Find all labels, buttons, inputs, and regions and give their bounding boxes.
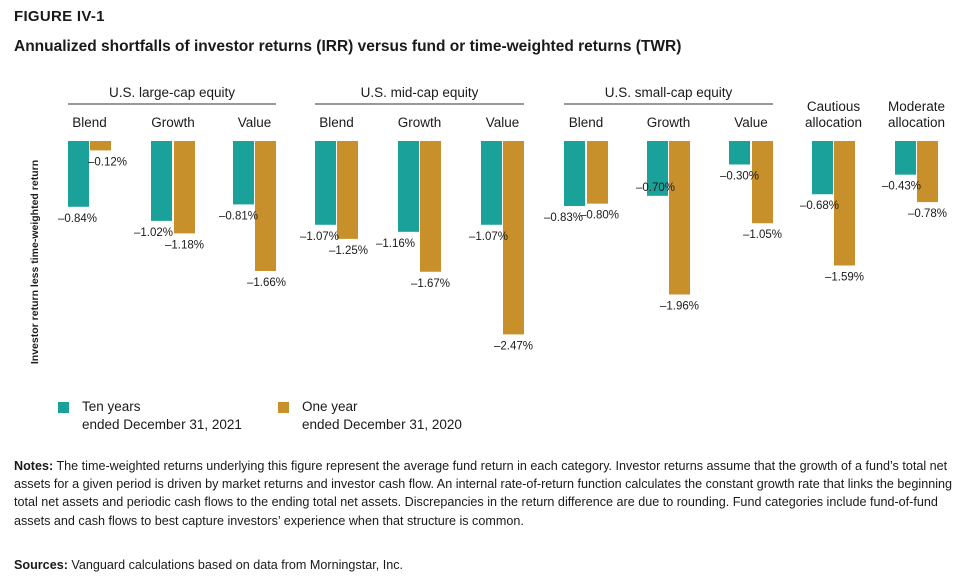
bar-ten-year-10 (895, 141, 916, 175)
bar-one-year-2 (255, 141, 276, 271)
legend-label-one-year-line2: ended December 31, 2020 (302, 417, 462, 432)
group-headers: U.S. large-cap equity U.S. mid-cap equity… (68, 85, 773, 105)
bar-ten-year-2 (233, 141, 254, 205)
data-label-one-year-8: –1.05% (743, 229, 782, 241)
bar-ten-year-9 (812, 141, 833, 195)
bar-one-year-3 (337, 141, 358, 239)
bar-ten-year-0 (68, 141, 89, 207)
legend-item-ten-year: Ten years ended December 31, 2021 (58, 398, 242, 434)
data-label-ten-year-4: –1.16% (376, 238, 415, 250)
bar-ten-year-4 (398, 141, 419, 232)
data-label-one-year-7: –1.96% (660, 300, 699, 312)
y-axis-label: Investor return less time-weighted retur… (29, 160, 41, 364)
figure-label: FIGURE IV-1 (14, 8, 105, 25)
bar-one-year-5 (503, 141, 524, 335)
notes-lead: Notes: (14, 459, 54, 473)
category-label-value: Value (734, 115, 768, 130)
category-label-cautious-allocation-line1: Cautious (807, 99, 861, 114)
bar-one-year-9 (834, 141, 855, 266)
bar-ten-year-3 (315, 141, 336, 225)
data-label-ten-year-3: –1.07% (300, 231, 339, 243)
bar-one-year-6 (587, 141, 608, 204)
category-label-value: Value (238, 115, 272, 130)
legend-label-ten-year-line1: Ten years (82, 399, 141, 414)
data-label-one-year-5: –2.47% (494, 340, 533, 352)
category-label-growth: Growth (647, 115, 691, 130)
sources-text: Vanguard calculations based on data from… (67, 558, 403, 572)
bar-ten-year-7 (647, 141, 668, 196)
data-label-ten-year-1: –1.02% (134, 227, 173, 239)
group-header-u-s-small-cap-equity: U.S. small-cap equity (605, 85, 733, 100)
bar-one-year-1 (174, 141, 195, 234)
bar-ten-year-1 (151, 141, 172, 221)
bar-ten-year-6 (564, 141, 585, 206)
data-label-ten-year-6: –0.83% (544, 212, 583, 224)
category-labels: Blend Growth Value Blend Growth Value Blend Gro… (72, 99, 945, 130)
category-label-blend: Blend (319, 115, 354, 130)
group-header-u-s-large-cap-equity: U.S. large-cap equity (109, 85, 235, 100)
bar-ten-year-5 (481, 141, 502, 225)
bar-one-year-0 (90, 141, 111, 151)
data-label-one-year-9: –1.59% (825, 271, 864, 283)
data-label-one-year-1: –1.18% (165, 239, 204, 251)
data-label-ten-year-0: –0.84% (58, 213, 97, 225)
data-label-ten-year-5: –1.07% (469, 231, 508, 243)
group-header-u-s-mid-cap-equity: U.S. mid-cap equity (361, 85, 479, 100)
data-label-ten-year-7: –0.70% (636, 182, 675, 194)
category-label-moderate-allocation-line1: Moderate (888, 99, 945, 114)
figure-title: Annualized shortfalls of investor return… (14, 38, 682, 55)
bar-chart: U.S. large-cap equity U.S. mid-cap equity… (29, 85, 947, 364)
legend-item-one-year: One year ended December 31, 2020 (278, 398, 462, 434)
data-label-one-year-6: –0.80% (580, 210, 619, 222)
data-label-ten-year-8: –0.30% (720, 170, 759, 182)
legend-swatch-one-year (278, 402, 289, 413)
category-label-growth: Growth (151, 115, 195, 130)
bar-one-year-10 (917, 141, 938, 203)
data-label-ten-year-9: –0.68% (800, 200, 839, 212)
notes: Notes: The time-weighted returns underly… (14, 457, 962, 530)
bar-one-year-7 (669, 141, 690, 295)
category-label-growth: Growth (398, 115, 442, 130)
legend-label-ten-year-line2: ended December 31, 2021 (82, 417, 242, 432)
data-label-one-year-10: –0.78% (908, 208, 947, 220)
data-label-ten-year-2: –0.81% (219, 210, 258, 222)
data-label-one-year-3: –1.25% (329, 245, 368, 257)
bar-ten-year-8 (729, 141, 750, 165)
sources-lead: Sources: (14, 558, 68, 572)
category-label-cautious-allocation-line2: allocation (805, 115, 862, 130)
data-label-one-year-0: –0.12% (88, 156, 127, 168)
bar-value-labels: –0.84% –0.12% –1.02%–1.18% –0.81% –1.66% –1.0… (58, 156, 947, 352)
sources: Sources: Vanguard calculations based on … (14, 556, 403, 574)
category-label-blend: Blend (569, 115, 604, 130)
data-label-ten-year-10: –0.43% (882, 181, 921, 193)
data-label-one-year-2: –1.66% (247, 277, 286, 289)
notes-text: The time-weighted returns underlying thi… (14, 459, 953, 528)
legend-swatch-ten-year (58, 402, 69, 413)
bars (68, 141, 938, 335)
category-label-moderate-allocation-line2: allocation (888, 115, 945, 130)
bar-one-year-8 (752, 141, 773, 224)
category-label-blend: Blend (72, 115, 107, 130)
category-label-value: Value (486, 115, 520, 130)
bar-one-year-4 (420, 141, 441, 272)
data-label-one-year-4: –1.67% (411, 278, 450, 290)
legend-label-one-year-line1: One year (302, 399, 358, 414)
